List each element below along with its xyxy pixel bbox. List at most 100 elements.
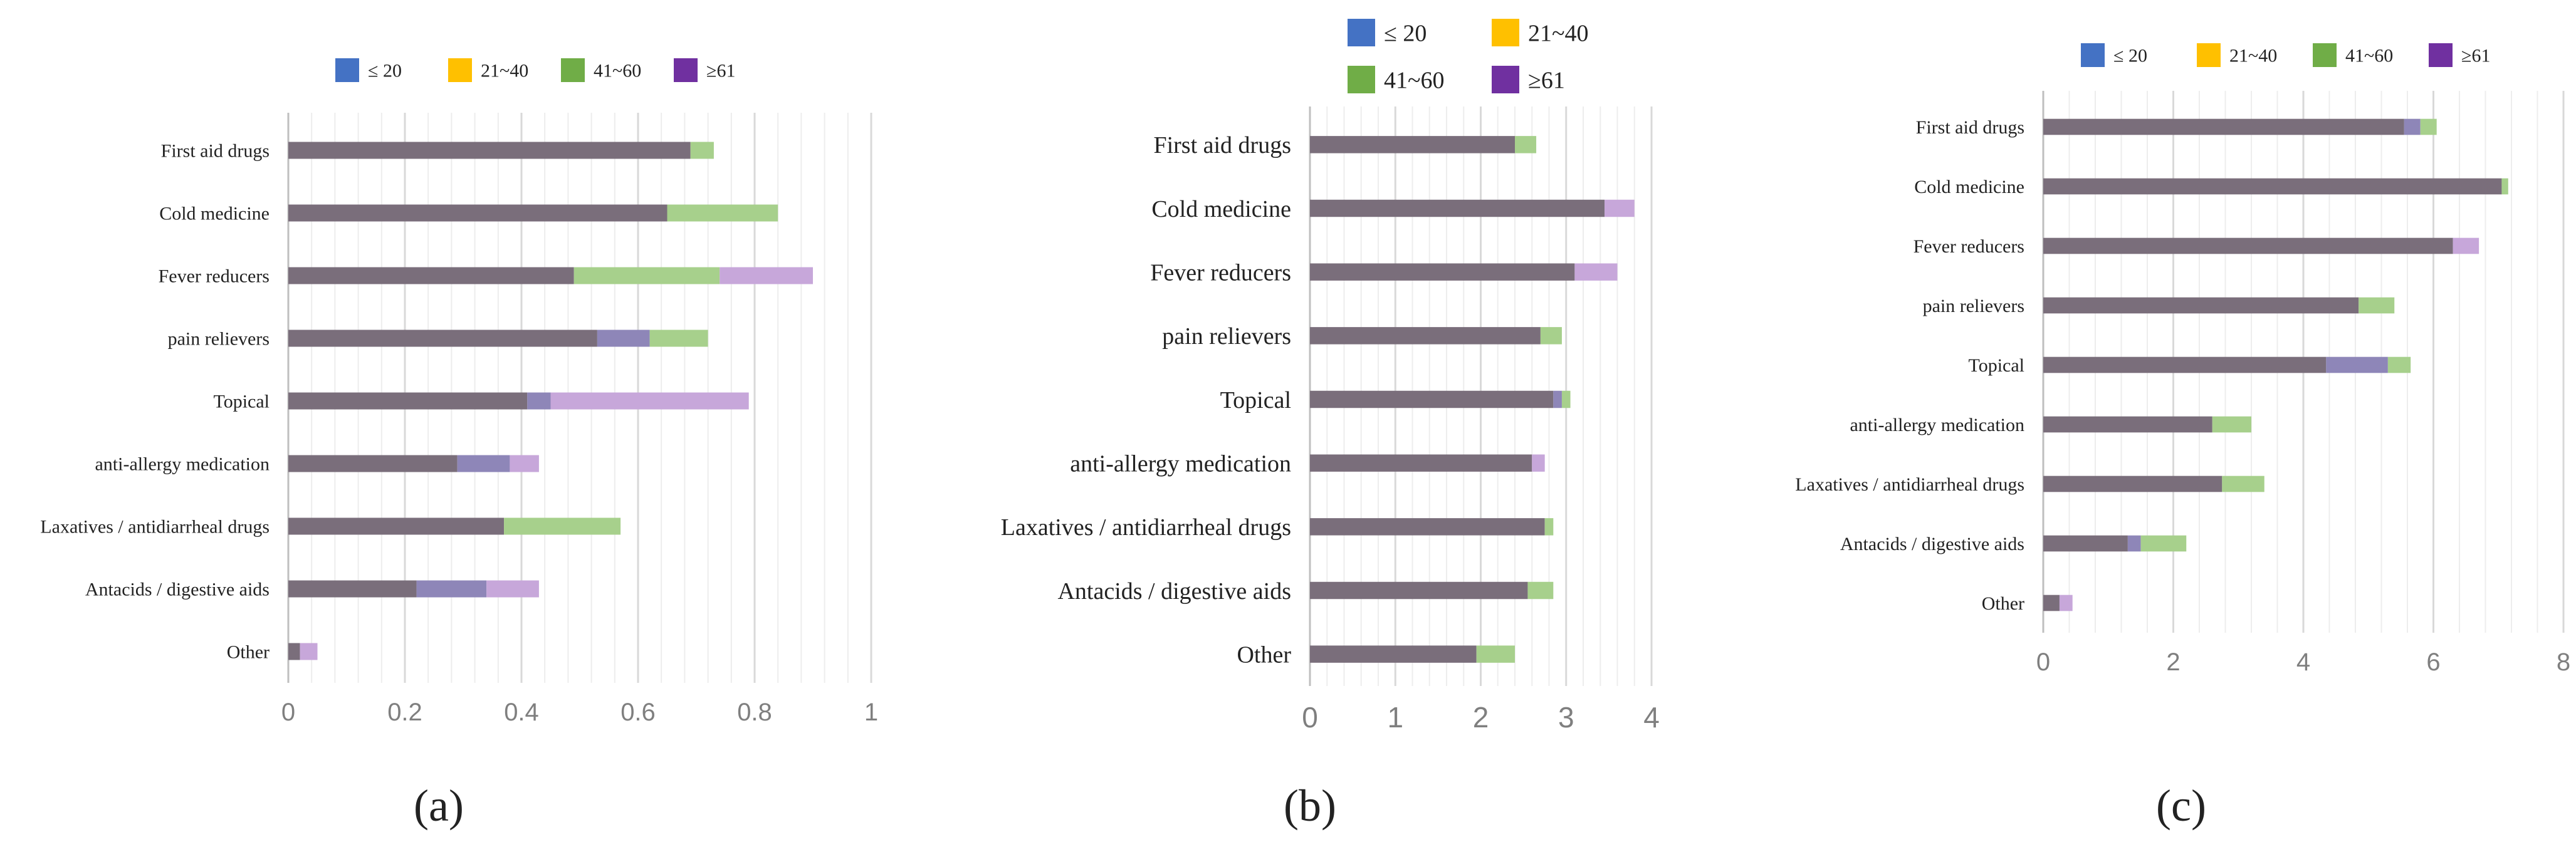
category-label: Other bbox=[1237, 642, 1291, 668]
bar-segment bbox=[416, 580, 487, 598]
legend-swatch bbox=[674, 58, 698, 82]
x-tick-label: 0.8 bbox=[737, 699, 772, 726]
bar-segment bbox=[1553, 390, 1562, 408]
panel-label-c: (c) bbox=[2156, 781, 2206, 831]
category-label: anti-allergy medication bbox=[95, 454, 270, 475]
bar-segment bbox=[288, 330, 597, 347]
legend-label: 21~40 bbox=[1528, 20, 1589, 46]
category-label: First aid drugs bbox=[1153, 132, 1291, 158]
category-label: Fever reducers bbox=[1914, 236, 2024, 257]
category-label: Fever reducers bbox=[159, 266, 270, 287]
x-tick-label: 2 bbox=[2166, 648, 2180, 676]
bar-segment bbox=[2043, 416, 2212, 433]
bar-segment bbox=[2043, 356, 2327, 373]
legend-swatch bbox=[1348, 19, 1375, 46]
bar-segment bbox=[2453, 237, 2479, 254]
bar-segment bbox=[1310, 454, 1532, 472]
x-tick-label: 0.2 bbox=[387, 699, 422, 726]
category-label: First aid drugs bbox=[161, 141, 270, 162]
bar-segment bbox=[1310, 263, 1575, 281]
bar-segment bbox=[1605, 199, 1635, 217]
bar-segment bbox=[1310, 327, 1541, 345]
legend-label: 41~60 bbox=[594, 61, 641, 81]
bar-segment bbox=[2212, 416, 2251, 433]
category-label: anti-allergy medication bbox=[1850, 415, 2024, 435]
bar-segment bbox=[288, 142, 691, 159]
x-tick-label: 1 bbox=[1387, 701, 1403, 734]
legend-swatch bbox=[1348, 66, 1375, 93]
legend-swatch bbox=[2429, 43, 2453, 67]
bar-segment bbox=[1310, 136, 1515, 153]
bar-segment bbox=[2501, 178, 2508, 195]
bar-segment bbox=[288, 455, 458, 472]
category-label: First aid drugs bbox=[1916, 117, 2024, 138]
x-tick-label: 0.6 bbox=[620, 699, 656, 726]
category-label: Cold medicine bbox=[159, 204, 270, 224]
category-label: Other bbox=[1982, 593, 2024, 614]
x-tick-label: 3 bbox=[1558, 701, 1574, 734]
panel-c: First aid drugs Cold medicine Fever reduce… bbox=[1795, 43, 2570, 676]
bar-segment bbox=[1574, 263, 1618, 281]
category-label: Other bbox=[227, 642, 270, 663]
x-tick-label: 0.4 bbox=[504, 699, 539, 726]
category-label: Cold medicine bbox=[1914, 177, 2024, 197]
bar-segment bbox=[1310, 581, 1528, 600]
bar-segment bbox=[2140, 535, 2187, 552]
bar-segment bbox=[1476, 645, 1515, 663]
category-label: Laxatives / antidiarrheal drugs bbox=[40, 517, 270, 538]
bar-segment bbox=[2043, 535, 2128, 552]
bar-segment bbox=[2043, 475, 2223, 492]
bar-segment bbox=[1310, 199, 1605, 217]
bar-segment bbox=[2043, 178, 2502, 195]
bar-segment bbox=[1544, 518, 1554, 536]
legend-label: 41~60 bbox=[2345, 46, 2393, 66]
bar-segment bbox=[2222, 475, 2264, 492]
category-label: Antacids / digestive aids bbox=[1840, 534, 2024, 554]
bar-segment bbox=[1561, 390, 1571, 408]
panel-a: First aid drugs Cold medicine Fever reduce… bbox=[40, 58, 878, 726]
bar-segment bbox=[720, 267, 813, 284]
category-label: Cold medicine bbox=[1151, 196, 1291, 222]
bar-segment bbox=[504, 517, 621, 535]
panel-label-b: (b) bbox=[1284, 781, 1336, 831]
bar-segment bbox=[288, 643, 300, 660]
category-label: Topical bbox=[213, 392, 270, 412]
legend-label: ≥61 bbox=[2461, 46, 2490, 66]
category-label: pain relievers bbox=[1923, 296, 2024, 316]
legend-swatch bbox=[1492, 66, 1519, 93]
category-label: Laxatives / antidiarrheal drugs bbox=[1001, 514, 1291, 541]
category-label: Topical bbox=[1968, 355, 2024, 376]
x-tick-label: 4 bbox=[1643, 701, 1660, 734]
x-tick-label: 0 bbox=[2036, 648, 2050, 676]
category-label: pain relievers bbox=[1162, 323, 1291, 350]
bar-segment bbox=[667, 204, 778, 222]
legend-label: ≥61 bbox=[1528, 67, 1565, 93]
bar-segment bbox=[2387, 356, 2411, 373]
bar-segment bbox=[1527, 581, 1554, 600]
category-label: Antacids / digestive aids bbox=[85, 579, 270, 600]
x-tick-label: 1 bbox=[864, 699, 878, 726]
bar-segment bbox=[1310, 390, 1554, 408]
category-label: Antacids / digestive aids bbox=[1057, 578, 1291, 605]
legend-label: ≤ 20 bbox=[368, 61, 402, 81]
bar-segment bbox=[288, 580, 417, 598]
bar-segment bbox=[510, 455, 539, 472]
bar-segment bbox=[2420, 118, 2437, 135]
legend-label: ≤ 20 bbox=[1384, 20, 1427, 46]
bar-segment bbox=[1310, 518, 1545, 536]
bar-segment bbox=[457, 455, 510, 472]
bar-segment bbox=[1310, 645, 1477, 663]
bar-segment bbox=[2043, 297, 2359, 314]
bar-segment bbox=[1532, 454, 1545, 472]
bar-segment bbox=[2127, 535, 2141, 552]
category-label: Laxatives / antidiarrheal drugs bbox=[1795, 474, 2024, 495]
category-label: Topical bbox=[1220, 387, 1291, 413]
bar-segment bbox=[288, 267, 574, 284]
bar-segment bbox=[2043, 595, 2060, 611]
category-label: Fever reducers bbox=[1150, 259, 1291, 286]
legend-swatch bbox=[561, 58, 585, 82]
bar-segment bbox=[550, 392, 749, 410]
bar-segment bbox=[2059, 595, 2073, 611]
